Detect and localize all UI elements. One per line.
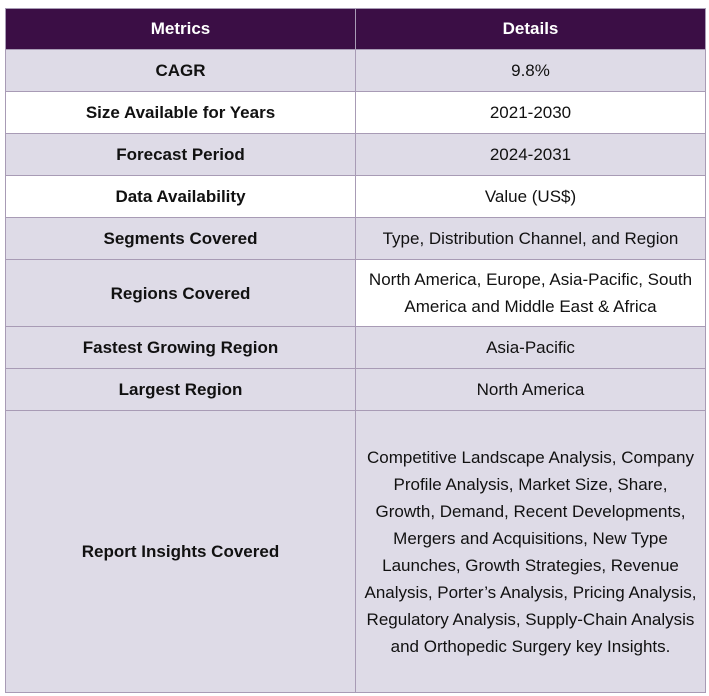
table-row: Forecast Period 2024-2031 bbox=[5, 133, 706, 176]
detail-cell: Value (US$) bbox=[355, 175, 706, 218]
detail-cell: North America, Europe, Asia-Pacific, Sou… bbox=[355, 259, 706, 327]
metric-cell: Size Available for Years bbox=[5, 91, 356, 134]
detail-cell: 2021-2030 bbox=[355, 91, 706, 134]
table-row: Largest Region North America bbox=[5, 368, 706, 411]
detail-cell: North America bbox=[355, 368, 706, 411]
detail-cell: Competitive Landscape Analysis, Company … bbox=[355, 410, 706, 693]
table-row: CAGR 9.8% bbox=[5, 49, 706, 92]
detail-cell: Type, Distribution Channel, and Region bbox=[355, 217, 706, 260]
metric-cell: CAGR bbox=[5, 49, 356, 92]
detail-cell: Asia-Pacific bbox=[355, 326, 706, 369]
metric-cell: Regions Covered bbox=[5, 259, 356, 327]
table-row: Segments Covered Type, Distribution Chan… bbox=[5, 217, 706, 260]
table-row: Report Insights Covered Competitive Land… bbox=[5, 410, 706, 693]
metric-cell: Largest Region bbox=[5, 368, 356, 411]
metric-cell: Fastest Growing Region bbox=[5, 326, 356, 369]
metric-cell: Forecast Period bbox=[5, 133, 356, 176]
table-row: Fastest Growing Region Asia-Pacific bbox=[5, 326, 706, 369]
metric-cell: Data Availability bbox=[5, 175, 356, 218]
table-header-row: Metrics Details bbox=[5, 8, 706, 50]
metric-cell: Report Insights Covered bbox=[5, 410, 356, 693]
detail-cell: 2024-2031 bbox=[355, 133, 706, 176]
metric-cell: Segments Covered bbox=[5, 217, 356, 260]
header-details: Details bbox=[355, 8, 706, 50]
header-metrics: Metrics bbox=[5, 8, 356, 50]
table-row: Size Available for Years 2021-2030 bbox=[5, 91, 706, 134]
table-row: Data Availability Value (US$) bbox=[5, 175, 706, 218]
detail-cell: 9.8% bbox=[355, 49, 706, 92]
table-row: Regions Covered North America, Europe, A… bbox=[5, 259, 706, 327]
metrics-table: Metrics Details CAGR 9.8% Size Available… bbox=[5, 8, 706, 693]
metrics-table-container: Metrics Details CAGR 9.8% Size Available… bbox=[5, 8, 706, 693]
